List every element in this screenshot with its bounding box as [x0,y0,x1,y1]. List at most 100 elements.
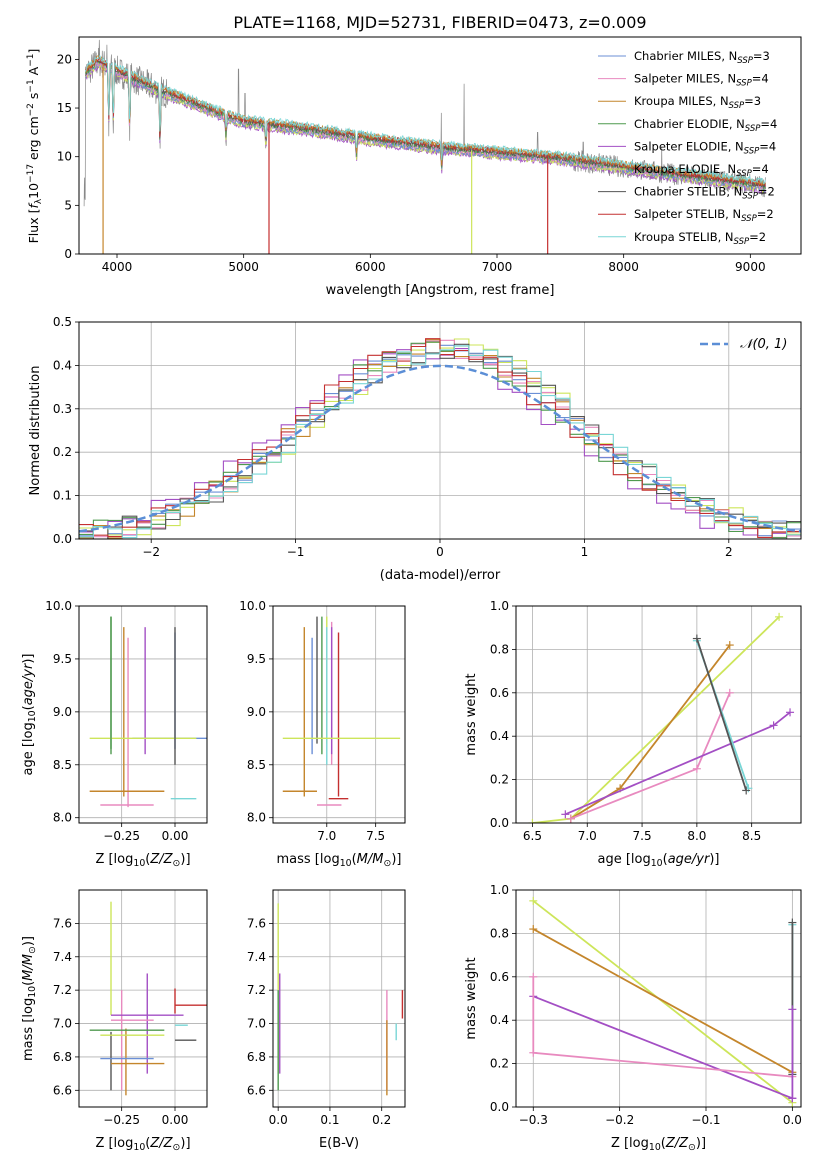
y-tick-label: 7.0 [53,1017,72,1031]
x-tick-label: 7.5 [633,829,652,843]
x-tick-label: −2 [142,545,160,559]
plot-area [528,612,795,823]
axes-age_vs_mass: 7.0 7.5 8.0 8.5 9.0 9.5 10.0 mass [log10(M/M⊙)] [239,599,406,869]
x-tick-label: 1 [581,545,589,559]
x-axis-label: wavelength [Angstrom, rest frame] [326,283,555,298]
weight-line-4 [564,711,791,816]
x-tick-label: 6000 [355,260,386,274]
axes-massweight_vs_age: 6.5 7.0 7.5 8.0 8.5 0.0 0.2 0.4 0.6 0.8 1.0 age [lo… [464,599,802,869]
axes-frame [78,605,208,824]
figure-title: PLATE=1168, MJD=52731, FIBERID=0473, z=0… [233,13,646,32]
y-tick-label: 6.8 [247,1050,266,1064]
legend: Chabrier MILES, NSSP=3 Salpeter MILES, NS… [598,49,777,247]
x-tick-label: 5000 [228,260,259,274]
y-tick-label: 1.0 [490,599,509,613]
x-tick-label: 6.5 [523,829,542,843]
weight-line-6 [696,638,748,791]
legend-label: Kroupa ELODIE, NSSP=4 [634,162,769,179]
x-axis-label: (data-model)/error [380,568,501,583]
y-tick-label: 7.0 [247,1017,266,1031]
x-tick-label: 7.0 [578,829,597,843]
y-tick-label: 9.0 [247,705,266,719]
y-tick-label: 0.1 [53,489,72,503]
x-tick-label: 8.5 [742,829,761,843]
y-tick-label: 5 [64,198,72,212]
x-tick-label: −1 [287,545,305,559]
x-tick-label: 0.2 [372,1113,391,1127]
y-tick-label: 7.6 [247,916,266,930]
axes-mass_vs_ebv: 0.0 0.1 0.2 6.6 6.8 7.0 7.2 7.4 7.6 E(B-V) [247,889,406,1151]
y-axis-label: mass weight [464,673,479,755]
axes-frame [515,605,802,824]
y-tick-label: 6.8 [53,1050,72,1064]
y-tick-label: 6.6 [53,1083,72,1097]
y-tick-label: 0.0 [490,1100,509,1114]
y-tick-label: 8.0 [247,811,266,825]
y-tick-label: 7.4 [53,950,72,964]
x-tick-label: 0 [436,545,444,559]
model-spectrum-7 [84,56,766,187]
y-tick-label: 8.5 [53,758,72,772]
x-axis-label: Z [log10(Z/Z⊙)] [611,1136,706,1153]
x-tick-label: 0.0 [269,1113,288,1127]
y-tick-label: 0.5 [53,315,72,329]
weight-line-5 [532,616,780,823]
axes-frame [78,889,208,1108]
y-tick-label: 0.8 [490,926,509,940]
legend-label: Salpeter ELODIE, NSSP=4 [634,139,776,156]
weight-line-2 [532,928,793,1074]
y-tick-label: 10.0 [239,599,266,613]
x-tick-label: 2 [725,545,733,559]
weight-line-2 [570,644,731,820]
legend-label: Chabrier STELIB, NSSP=2 [634,185,775,202]
x-tick-label: −0.1 [691,1113,720,1127]
x-tick-label: 0.00 [162,1113,189,1127]
y-tick-label: 10.0 [45,599,72,613]
y-tick-label: 7.4 [247,950,266,964]
axes-frame [272,605,406,824]
reference-gaussian-curve [79,364,801,533]
y-tick-label: 0.2 [490,1057,509,1071]
plot-area [89,616,207,808]
x-axis-label: E(B-V) [319,1136,359,1151]
x-tick-label: 0.1 [320,1113,339,1127]
axes-residuals: −2 −1 0 1 2 0.0 0.1 0.2 0.3 0.4 0.5 𝒩(0, 1) (data-mo… [28,315,802,583]
y-axis-label: mass weight [464,957,479,1039]
axes-age_vs_Z: −0.25 0.00 8.0 8.5 9.0 9.5 10.0 Z [log10(Z/Z⊙)]… [21,599,208,869]
y-tick-label: 0.0 [490,816,509,830]
y-tick-label: 6.6 [247,1083,266,1097]
y-axis-label: Normed distribution [28,366,43,496]
histogram-series-7 [79,338,801,538]
x-axis-label: Z [log10(Z/Z⊙)] [95,1136,190,1153]
weight-line-1 [570,692,731,820]
legend-label: Salpeter STELIB, NSSP=2 [634,207,774,224]
y-tick-label: 15 [57,101,72,115]
legend-label: Salpeter MILES, NSSP=4 [634,72,769,89]
histogram-series-6 [79,343,801,539]
plot-area [282,616,401,806]
y-tick-label: 9.5 [247,652,266,666]
x-axis-label: mass [log10(M/M⊙)] [277,852,402,869]
y-tick-label: 0 [64,247,72,261]
y-tick-label: 9.0 [53,705,72,719]
legend-label: Kroupa STELIB, NSSP=2 [634,230,766,247]
y-tick-label: 9.5 [53,652,72,666]
x-tick-label: −0.25 [103,829,140,843]
x-tick-label: 7000 [482,260,513,274]
y-tick-label: 0.0 [53,532,72,546]
weight-line-1 [532,976,793,1078]
y-tick-label: 0.8 [490,642,509,656]
y-tick-label: 7.6 [53,916,72,930]
x-tick-label: 7.0 [317,829,336,843]
y-tick-label: 0.3 [53,402,72,416]
y-tick-label: 0.6 [490,686,509,700]
y-tick-label: 7.2 [53,983,72,997]
y-tick-label: 7.2 [247,983,266,997]
legend-label: Kroupa MILES, NSSP=3 [634,94,761,111]
axes-frame [272,889,406,1108]
legend-label: Chabrier ELODIE, NSSP=4 [634,117,777,134]
x-tick-label: 0.00 [162,829,189,843]
x-tick-label: 8000 [608,260,639,274]
plot-area [79,338,801,539]
